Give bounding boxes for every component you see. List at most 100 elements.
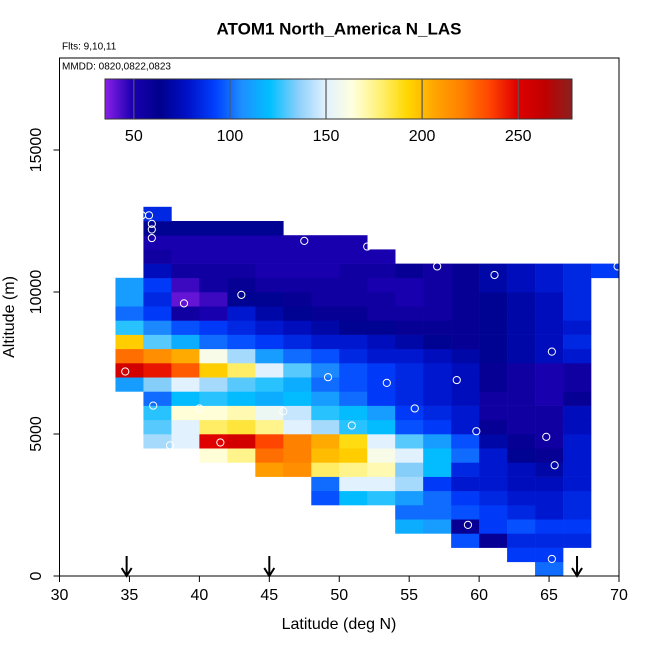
x-tick-label: 30 — [51, 587, 69, 604]
heat-cell — [311, 348, 340, 364]
heat-cell — [367, 434, 396, 449]
heat-cell — [563, 263, 592, 279]
heat-cell — [311, 363, 340, 378]
heat-cell — [255, 462, 284, 477]
heat-cell — [535, 505, 564, 520]
heat-cell — [563, 363, 592, 378]
heat-cell — [227, 334, 256, 350]
heat-cell — [255, 448, 284, 463]
heat-cell — [311, 334, 340, 350]
heat-cell — [535, 405, 564, 421]
heat-cell — [227, 235, 256, 250]
dates-note: MMDD: 0820,0822,0823 — [62, 62, 171, 73]
heat-cell — [199, 306, 228, 321]
heat-cell — [395, 419, 424, 435]
heat-cell — [199, 263, 228, 279]
heat-cell — [367, 448, 396, 463]
heat-cell — [227, 292, 256, 307]
x-axis-label: Latitude (deg N) — [282, 616, 397, 633]
heat-cell — [339, 235, 368, 250]
heat-cell — [535, 434, 564, 449]
heat-cell — [227, 419, 256, 435]
heat-cell — [535, 277, 564, 293]
heat-cell — [255, 405, 284, 421]
heat-cell — [171, 221, 200, 236]
y-tick-label: 0 — [28, 571, 45, 580]
heat-cell — [507, 505, 536, 520]
heat-cell — [507, 490, 536, 506]
heat-cell — [423, 306, 452, 321]
heat-cell — [451, 505, 480, 520]
flight-point — [179, 299, 189, 308]
heat-cell — [395, 462, 424, 477]
heat-cell — [563, 405, 592, 421]
flight-point — [216, 438, 225, 447]
flight-point — [472, 427, 481, 436]
heat-cell — [339, 405, 368, 421]
heat-cell — [535, 547, 564, 563]
heat-cell — [311, 306, 340, 321]
flight-point — [490, 270, 499, 280]
heat-cell — [423, 519, 452, 534]
heat-cell — [479, 490, 508, 506]
heat-cell — [507, 292, 536, 307]
flight-point — [433, 262, 442, 271]
heat-cell — [283, 292, 312, 307]
heat-cell — [423, 505, 452, 520]
heat-cell — [423, 320, 452, 335]
heat-cell — [563, 377, 592, 392]
heat-cell — [199, 334, 228, 350]
heat-cell — [395, 377, 424, 392]
heat-cell — [367, 363, 396, 378]
heat-cell — [479, 519, 508, 534]
heat-cell — [143, 206, 172, 222]
heat-cell — [339, 434, 368, 449]
heat-cell — [479, 348, 508, 364]
x-tick-label: 65 — [540, 587, 558, 604]
heat-cell — [227, 363, 256, 378]
heat-cell — [283, 277, 312, 293]
heat-cell — [255, 348, 284, 364]
heat-cell — [339, 348, 368, 364]
colorbar — [104, 78, 573, 120]
heat-cell — [563, 292, 592, 307]
flight-point — [300, 236, 309, 245]
heat-cell — [171, 277, 200, 293]
heat-cell — [563, 348, 592, 364]
colorbar-tick-label: 250 — [505, 128, 532, 145]
heat-cell — [283, 462, 312, 477]
heat-cell — [311, 419, 340, 435]
heat-cell — [143, 277, 172, 293]
heat-cell — [535, 519, 564, 534]
heat-cell — [535, 377, 564, 392]
flight-point — [147, 225, 156, 234]
heat-cell — [115, 306, 144, 321]
heat-cell — [227, 377, 256, 392]
heat-cell — [451, 533, 480, 548]
heat-cell — [255, 235, 284, 250]
heat-cell — [563, 320, 592, 335]
flight-point — [323, 373, 333, 382]
heat-cell — [143, 334, 172, 350]
heat-cell — [451, 490, 480, 506]
heat-cell — [367, 249, 396, 264]
heat-cell — [255, 320, 284, 335]
heat-cell — [367, 490, 396, 506]
heat-cell — [171, 249, 200, 264]
heat-cell — [423, 348, 452, 364]
heat-cell — [367, 377, 396, 392]
heat-cell — [535, 448, 564, 463]
heat-cell — [507, 391, 536, 406]
heat-cell — [143, 306, 172, 321]
heat-cell — [255, 334, 284, 350]
heat-cell — [199, 235, 228, 250]
heat-cell — [535, 391, 564, 406]
heat-cell — [479, 405, 508, 421]
heat-cell — [283, 405, 312, 421]
heat-cell — [339, 277, 368, 293]
heat-cell — [255, 263, 284, 279]
heat-cell — [283, 419, 312, 435]
heat-cell — [171, 434, 200, 449]
heat-cell — [507, 405, 536, 421]
heat-cell — [479, 277, 508, 293]
